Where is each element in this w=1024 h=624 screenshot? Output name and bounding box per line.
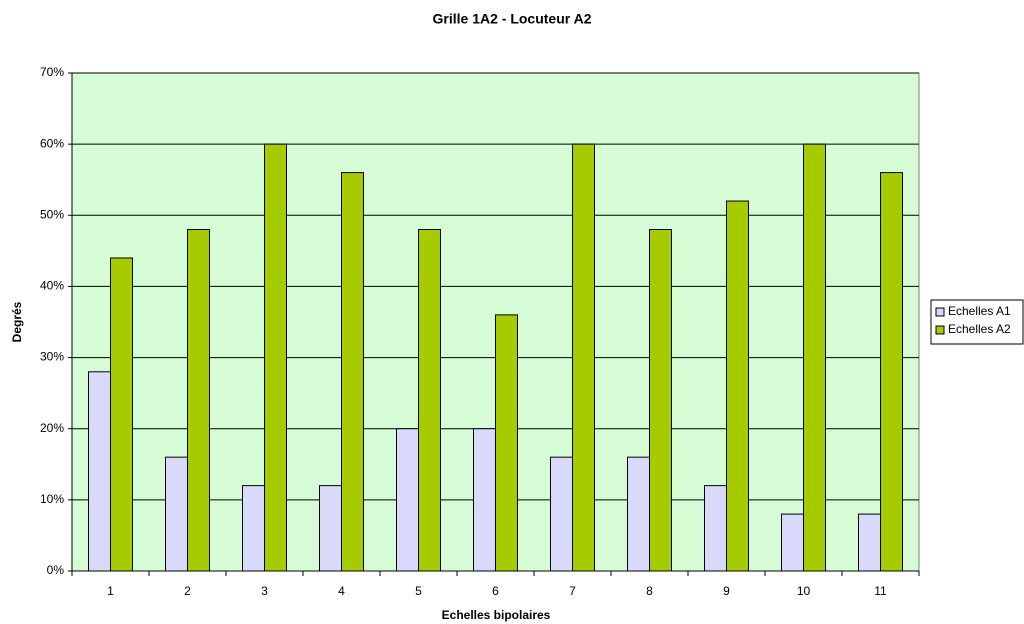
bar [858,513,881,572]
bar [704,485,727,572]
bar [418,229,441,572]
x-tick-label: 6 [492,584,499,598]
x-tick-label: 4 [338,584,345,598]
x-tick-label: 11 [874,584,887,598]
bar [649,229,672,572]
legend-swatch [935,307,945,317]
bar [319,485,342,572]
x-tick-label: 3 [261,584,268,598]
y-tick-label: 60% [40,136,64,150]
legend-label: Echelles A2 [948,322,1011,336]
bar [110,257,133,572]
bar [627,456,650,572]
legend-box [930,299,1024,345]
x-tick-label: 1 [107,584,114,598]
legend-swatch [935,325,945,335]
bar [550,456,573,572]
bar [341,172,364,572]
legend-label: Echelles A1 [948,304,1011,318]
y-axis-label: Degrés [10,301,24,342]
y-tick-label: 70% [40,65,64,79]
x-tick-label: 7 [569,584,576,598]
bar [165,456,188,572]
bar [726,200,749,572]
y-tick-label: 20% [40,421,64,435]
bar [572,143,595,572]
bar [473,428,496,572]
x-tick-label: 2 [184,584,191,598]
bar [88,371,111,572]
y-tick-label: 30% [40,350,64,364]
bar [880,172,903,572]
bar [803,143,826,572]
y-tick-label: 10% [40,492,64,506]
x-tick-label: 10 [797,584,811,598]
bar [242,485,265,572]
y-tick-label: 40% [40,279,64,293]
bar [264,143,287,572]
bar [396,428,419,572]
x-axis-label: Echelles bipolaires [442,608,551,622]
x-tick-label: 9 [723,584,730,598]
chart-title: Grille 1A2 - Locuteur A2 [433,11,592,27]
x-tick-label: 5 [415,584,422,598]
x-tick-label: 8 [646,584,653,598]
bar [495,314,518,572]
y-tick-label: 50% [40,207,64,221]
bar [187,229,210,572]
y-tick-label: 0% [47,563,65,577]
bar [781,513,804,572]
